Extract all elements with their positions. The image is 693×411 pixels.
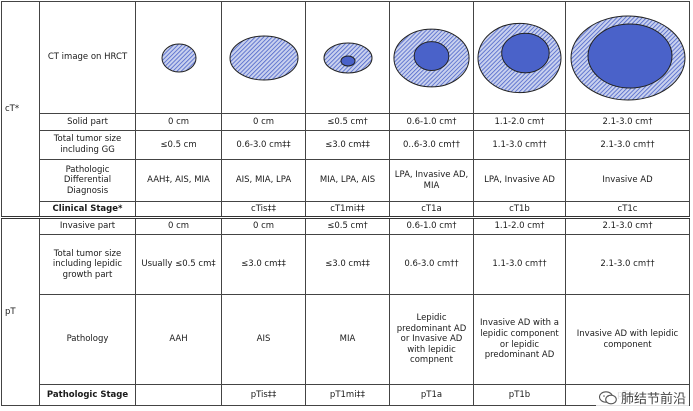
wechat-icon xyxy=(598,390,617,404)
solid-part-col3: ≤0.5 cm† xyxy=(305,113,390,131)
differential-col2: AIS, MIA, LPA xyxy=(221,159,306,202)
differential-label: Pathologic Differential Diagnosis xyxy=(39,159,136,202)
pt-total-size-col6: 2.1-3.0 cm†† xyxy=(565,234,690,295)
pt-total-size-col3: ≤3.0 cm‡‡ xyxy=(305,234,390,295)
invasive-part-col6: 2.1-3.0 cm† xyxy=(565,216,690,235)
solid-part-col5: 1.1-2.0 cm† xyxy=(473,113,566,131)
invasive-part-col1: 0 cm xyxy=(135,216,222,235)
clinical-stage-col3: cT1mi‡‡ xyxy=(305,201,390,218)
clinical-stage-col5: cT1b xyxy=(473,201,566,218)
ct-total-size-col3: ≤3.0 cm‡‡ xyxy=(305,130,390,160)
pt-total-size-label: Total tumor size including lepidic growt… xyxy=(39,234,136,295)
staging-table: cT* CT image on HRCT xyxy=(1,1,690,406)
clinical-stage-col4: cT1a xyxy=(389,201,474,218)
lesion-pure-gg-small-icon xyxy=(161,43,196,72)
lesion-part-solid-large-icon xyxy=(570,15,685,100)
row-solid-part: Solid part 0 cm 0 cm ≤0.5 cm† 0.6-1.0 cm… xyxy=(2,113,690,131)
ct-total-size-label: Total tumor size including GG xyxy=(39,130,136,160)
invasive-part-col2: 0 cm xyxy=(221,216,306,235)
row-pathology: Pathology AAH AIS MIA Lepidic predominan… xyxy=(2,294,690,385)
differential-col5: LPA, Invasive AD xyxy=(473,159,566,202)
pathologic-stage-label: Pathologic Stage xyxy=(39,384,136,406)
pathologic-stage-col4: pT1a xyxy=(389,384,474,406)
lesion-part-solid-small-icon xyxy=(393,28,470,87)
differential-col6: Invasive AD xyxy=(565,159,690,202)
ct-total-size-col5: 1.1-3.0 cm†† xyxy=(473,130,566,160)
pt-total-size-col2: ≤3.0 cm‡‡ xyxy=(221,234,306,295)
solid-part-col1: 0 cm xyxy=(135,113,222,131)
pt-total-size-col4: 0.6-3.0 cm†† xyxy=(389,234,474,295)
pathologic-stage-col2: pTis‡‡ xyxy=(221,384,306,406)
differential-col1: AAH‡, AIS, MIA xyxy=(135,159,222,202)
watermark-text: 肺结节前沿 xyxy=(620,392,686,407)
ct-image-col2 xyxy=(221,1,306,114)
ct-total-size-col4: 0..6-3.0 cm†† xyxy=(389,130,474,160)
invasive-part-col4: 0.6-1.0 cm† xyxy=(389,216,474,235)
pathology-col5: Invasive AD with a lepidic component or … xyxy=(473,294,566,385)
row-invasive-part: pT Invasive part 0 cm 0 cm ≤0.5 cm† 0.6-… xyxy=(1,216,690,406)
clinical-stage-col6: cT1c xyxy=(565,201,690,218)
ct-total-size-col2: 0.6-3.0 cm‡‡ xyxy=(221,130,306,160)
pathology-col3: MIA xyxy=(305,294,390,385)
pathologic-stage-col3: pT1mi‡‡ xyxy=(305,384,390,406)
solid-part-col6: 2.1-3.0 cm† xyxy=(565,113,690,131)
clinical-stage-label: Clinical Stage* xyxy=(39,201,136,218)
ct-total-size-col1: ≤0.5 cm xyxy=(135,130,222,160)
solid-part-label: Solid part xyxy=(39,113,136,131)
invasive-part-label: Invasive part xyxy=(39,216,136,235)
lesion-part-solid-medium-icon xyxy=(477,22,562,93)
ct-image-label: CT image on HRCT xyxy=(39,1,136,114)
clinical-stage-col1 xyxy=(135,201,222,218)
ct-image-col1 xyxy=(135,1,222,114)
watermark: 肺结节前沿 xyxy=(595,387,689,408)
ct-image-col5 xyxy=(473,1,566,114)
section-pt-label: pT xyxy=(1,216,40,406)
pathology-label: Pathology xyxy=(39,294,136,385)
row-pt-total-size: Total tumor size including lepidic growt… xyxy=(2,234,690,295)
lesion-pure-gg-large-icon xyxy=(229,35,298,80)
clinical-stage-col2: cTis‡‡ xyxy=(221,201,306,218)
ct-image-col3 xyxy=(305,1,390,114)
row-ct-image: cT* CT image on HRCT xyxy=(1,1,690,218)
pathologic-stage-col1 xyxy=(135,384,222,406)
invasive-part-col3: ≤0.5 cm† xyxy=(305,216,390,235)
row-pathologic-stage: Pathologic Stage pTis‡‡ pT1mi‡‡ pT1a pT1… xyxy=(2,384,690,406)
ct-total-size-col6: 2.1-3.0 cm†† xyxy=(565,130,690,160)
pt-total-size-col1: Usually ≤0.5 cm‡ xyxy=(135,234,222,295)
invasive-part-col5: 1.1-2.0 cm† xyxy=(473,216,566,235)
differential-col4: LPA, Invasive AD, MIA xyxy=(389,159,474,202)
ct-image-col4 xyxy=(389,1,474,114)
pathology-col4: Lepidic predominant AD or Invasive AD wi… xyxy=(389,294,474,385)
pathology-col1: AAH xyxy=(135,294,222,385)
solid-part-col2: 0 cm xyxy=(221,113,306,131)
section-ct-label: cT* xyxy=(1,1,40,218)
pathologic-stage-col5: pT1b xyxy=(473,384,566,406)
row-clinical-stage: Clinical Stage* cTis‡‡ cT1mi‡‡ cT1a cT1b… xyxy=(2,201,690,218)
row-ct-total-size: Total tumor size including GG ≤0.5 cm 0.… xyxy=(2,130,690,160)
solid-part-col4: 0.6-1.0 cm† xyxy=(389,113,474,131)
lesion-part-solid-tiny-icon xyxy=(323,42,372,73)
ct-image-col6 xyxy=(565,1,690,114)
pathology-col6: Invasive AD with lepidic component xyxy=(565,294,690,385)
pathology-col2: AIS xyxy=(221,294,306,385)
row-differential-diagnosis: Pathologic Differential Diagnosis AAH‡, … xyxy=(2,159,690,202)
differential-col3: MIA, LPA, AIS xyxy=(305,159,390,202)
pt-total-size-col5: 1.1-3.0 cm†† xyxy=(473,234,566,295)
